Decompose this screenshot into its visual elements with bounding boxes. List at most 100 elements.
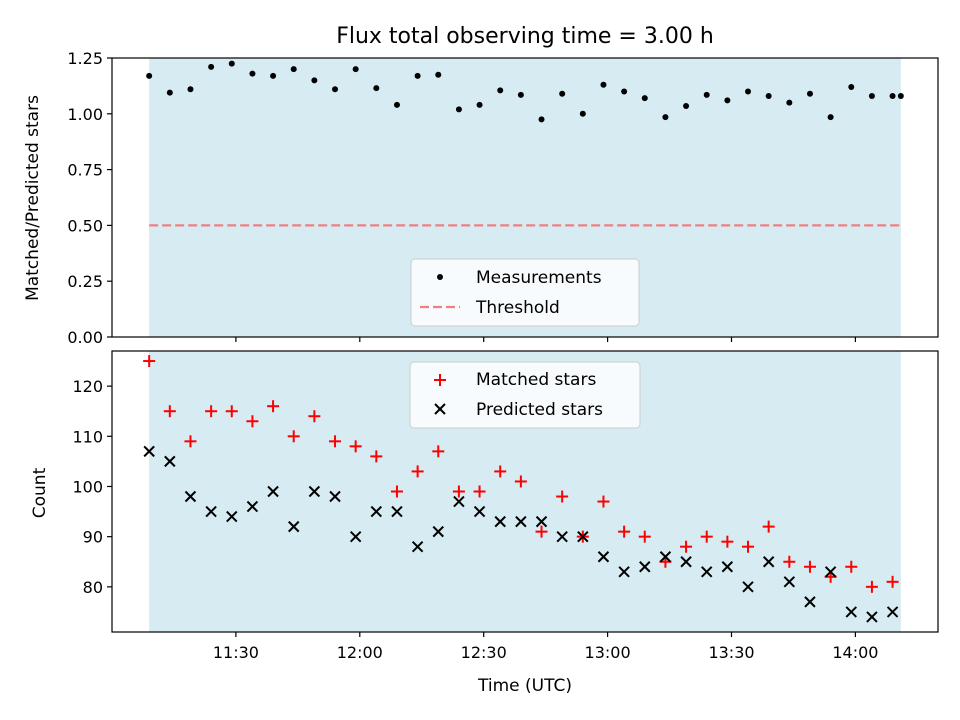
measurement-point — [765, 92, 772, 99]
predicted-stars-point — [494, 515, 506, 528]
predicted-stars-point — [866, 611, 878, 623]
measurement-point — [290, 66, 297, 73]
top-panel: 0.00 0.25 0.50 0.75 1.00 1.25 Matched/Predict… — [23, 49, 939, 347]
measurement-point — [228, 60, 235, 67]
bottom-y-tick-label: 100 — [72, 477, 103, 496]
predicted-stars-point — [742, 581, 754, 593]
top-y-tick-label: 0.00 — [67, 328, 103, 347]
matched-stars-point — [618, 525, 631, 538]
measurement-point — [683, 102, 690, 109]
legend-label-measurements: Measurements — [476, 268, 602, 288]
predicted-stars-point — [473, 505, 486, 518]
measurement-point — [146, 72, 153, 79]
measurement-point — [897, 92, 904, 99]
measurement-point — [806, 90, 813, 97]
predicted-stars-point — [288, 520, 300, 533]
measurement-point — [889, 92, 896, 99]
top-y-tick-label: 0.25 — [67, 272, 103, 291]
bottom-y-axis-label: Count — [30, 467, 50, 518]
matched-stars-point — [329, 435, 342, 448]
top-legend-box — [410, 258, 640, 327]
predicted-stars-point — [267, 485, 279, 498]
matched-stars-point — [494, 465, 507, 478]
bottom-x-tick-label: 13:00 — [585, 643, 631, 662]
predicted-stars-point — [639, 561, 651, 573]
bottom-x-axis-label: Time (UTC) — [477, 676, 572, 696]
top-y-tick-label: 1.25 — [67, 49, 103, 68]
measurement-point — [476, 101, 483, 108]
matched-stars-point — [370, 450, 383, 463]
predicted-stars-point — [556, 530, 568, 543]
matched-stars-point — [411, 465, 424, 478]
legend-label-threshold: Threshold — [475, 298, 560, 318]
bottom-x-tick-label: 12:00 — [337, 643, 383, 662]
predicted-stars-point — [680, 556, 692, 568]
matched-stars-point — [680, 540, 693, 553]
predicted-stars-point — [411, 540, 424, 553]
predicted-stars-point — [164, 455, 176, 468]
top-y-axis-label: Matched/Predicted stars — [23, 95, 43, 301]
bottom-marks — [143, 355, 899, 623]
top-marks — [146, 60, 904, 227]
top-y-tick-label: 1.00 — [67, 105, 103, 124]
predicted-stars-point — [515, 515, 527, 528]
matched-stars-point — [473, 485, 486, 498]
measurement-point — [270, 72, 277, 79]
bottom-ticks: 11:30 12:00 12:30 13:00 13:30 14:00 80 90 100 110… — [72, 377, 878, 662]
predicted-stars-point — [618, 566, 630, 578]
matched-stars-point — [349, 440, 362, 453]
measurement-point — [435, 71, 442, 78]
measurement-point — [373, 85, 380, 92]
matched-stars-point — [556, 490, 569, 503]
matched-stars-point — [886, 575, 899, 588]
matched-stars-point — [700, 530, 713, 543]
predicted-stars-point — [577, 530, 589, 543]
matched-stars-point — [514, 475, 527, 488]
bottom-axes-frame — [111, 350, 939, 633]
legend-marker-measurements — [437, 274, 443, 280]
matched-stars-point — [762, 520, 775, 533]
predicted-stars-point — [370, 505, 383, 518]
measurement-point — [352, 66, 359, 73]
measurement-point — [559, 90, 566, 97]
predicted-stars-point — [453, 495, 465, 508]
predicted-stars-point — [308, 485, 321, 498]
predicted-stars-point — [886, 606, 899, 618]
bottom-y-tick-label: 80 — [83, 578, 103, 597]
bottom-y-tick-label: 110 — [72, 427, 103, 446]
predicted-stars-point — [597, 551, 610, 563]
bottom-panel: 11:30 12:00 12:30 13:00 13:30 14:00 80 90 100 110… — [30, 350, 939, 696]
measurement-point — [745, 88, 752, 95]
top-y-tick-label: 0.75 — [67, 161, 103, 180]
predicted-stars-point — [701, 566, 713, 578]
top-chart-title: Flux total observing time = 3.00 h — [336, 24, 714, 49]
measurement-point — [497, 87, 504, 94]
measurement-point — [166, 89, 173, 96]
matched-stars-point — [535, 525, 548, 538]
predicted-stars-point — [205, 505, 217, 518]
matched-stars-point — [803, 560, 816, 573]
matched-stars-point — [308, 410, 321, 423]
top-legend: Measurements Threshold — [410, 258, 640, 327]
bottom-x-tick-label: 12:30 — [461, 643, 507, 662]
bottom-legend: Matched stars Predicted stars — [409, 361, 641, 429]
measurement-point — [724, 97, 731, 104]
predicted-stars-point — [783, 576, 796, 588]
measurement-point — [579, 110, 586, 117]
top-ticks: 0.00 0.25 0.50 0.75 1.00 1.25 — [67, 49, 857, 347]
matched-stars-point — [246, 415, 259, 428]
predicted-stars-point — [804, 596, 816, 608]
matched-stars-point — [865, 580, 878, 593]
bottom-legend-box — [409, 361, 641, 429]
measurement-point — [662, 114, 669, 121]
measurement-point — [311, 77, 318, 84]
matched-stars-point — [845, 560, 858, 573]
legend-marker-predicted-stars — [434, 403, 446, 415]
predicted-stars-point — [535, 515, 548, 528]
measurement-point — [538, 116, 545, 123]
bottom-x-tick-label: 14:00 — [832, 643, 878, 662]
measurement-point — [393, 101, 400, 108]
matched-stars-point — [742, 540, 755, 553]
bottom-y-tick-label: 120 — [72, 377, 103, 396]
